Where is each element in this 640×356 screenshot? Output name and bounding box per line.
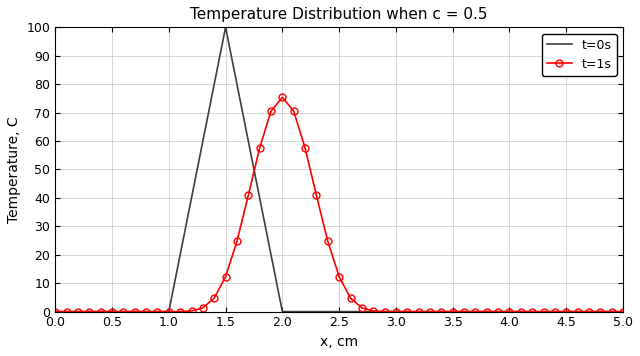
Title: Temperature Distribution when c = 0.5: Temperature Distribution when c = 0.5	[190, 7, 488, 22]
t=1s	[472, 309, 479, 314]
Legend: t=0s, t=1s: t=0s, t=1s	[542, 33, 617, 76]
t=0s	[620, 309, 627, 314]
t=0s	[603, 309, 611, 314]
t=0s	[222, 26, 230, 30]
t=0s	[313, 309, 321, 314]
t=0s	[328, 309, 335, 314]
t=0s	[603, 309, 611, 314]
t=1s	[51, 309, 59, 314]
t=1s	[608, 309, 616, 314]
t=1s	[176, 309, 184, 314]
X-axis label: x, cm: x, cm	[320, 335, 358, 349]
t=1s	[438, 309, 445, 314]
Line: t=1s: t=1s	[52, 94, 627, 315]
t=0s	[81, 309, 88, 314]
t=0s	[51, 309, 59, 314]
Y-axis label: Temperature, C: Temperature, C	[7, 116, 21, 223]
Line: t=0s: t=0s	[55, 28, 623, 312]
t=0s	[499, 309, 506, 314]
t=1s	[278, 95, 286, 99]
t=1s	[620, 309, 627, 314]
t=1s	[233, 239, 241, 244]
t=1s	[221, 274, 229, 279]
